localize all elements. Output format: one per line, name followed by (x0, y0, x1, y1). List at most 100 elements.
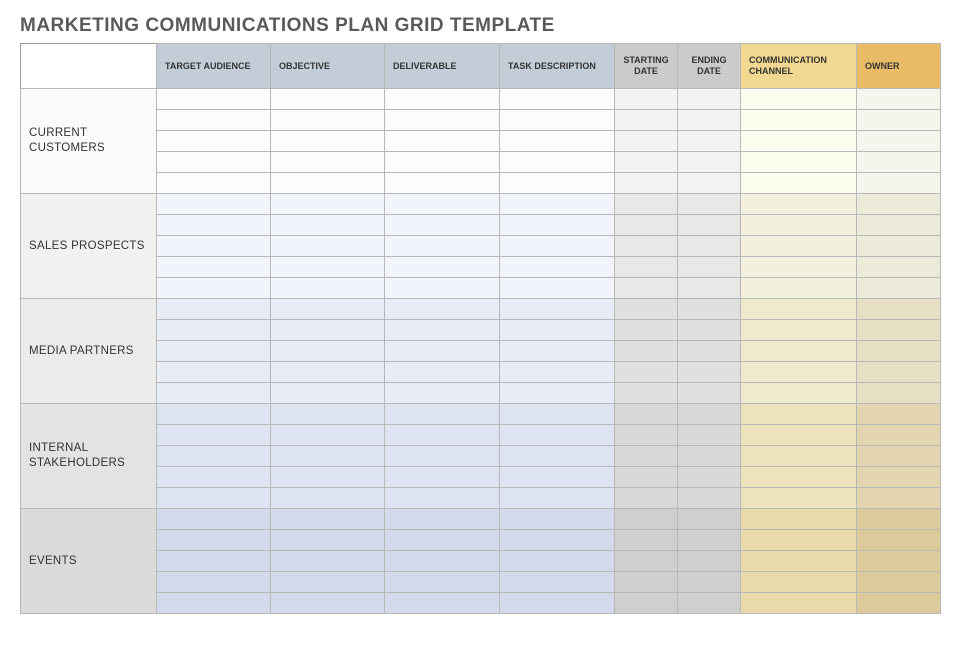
cell-task-description[interactable] (500, 446, 615, 467)
cell-comm-channel[interactable] (741, 215, 857, 236)
cell-comm-channel[interactable] (741, 593, 857, 614)
cell-ending-date[interactable] (678, 404, 741, 425)
cell-ending-date[interactable] (678, 341, 741, 362)
cell-task-description[interactable] (500, 509, 615, 530)
cell-task-description[interactable] (500, 131, 615, 152)
cell-target-audience[interactable] (157, 194, 271, 215)
cell-task-description[interactable] (500, 236, 615, 257)
cell-task-description[interactable] (500, 110, 615, 131)
cell-objective[interactable] (271, 572, 385, 593)
cell-objective[interactable] (271, 551, 385, 572)
cell-owner[interactable] (857, 320, 941, 341)
cell-objective[interactable] (271, 278, 385, 299)
cell-task-description[interactable] (500, 257, 615, 278)
cell-comm-channel[interactable] (741, 320, 857, 341)
cell-target-audience[interactable] (157, 362, 271, 383)
cell-objective[interactable] (271, 299, 385, 320)
cell-target-audience[interactable] (157, 257, 271, 278)
cell-deliverable[interactable] (385, 341, 500, 362)
cell-deliverable[interactable] (385, 152, 500, 173)
cell-comm-channel[interactable] (741, 404, 857, 425)
cell-owner[interactable] (857, 215, 941, 236)
cell-starting-date[interactable] (615, 383, 678, 404)
cell-ending-date[interactable] (678, 425, 741, 446)
cell-target-audience[interactable] (157, 215, 271, 236)
cell-deliverable[interactable] (385, 236, 500, 257)
cell-owner[interactable] (857, 173, 941, 194)
cell-objective[interactable] (271, 593, 385, 614)
cell-starting-date[interactable] (615, 425, 678, 446)
cell-owner[interactable] (857, 362, 941, 383)
cell-task-description[interactable] (500, 194, 615, 215)
cell-owner[interactable] (857, 509, 941, 530)
cell-objective[interactable] (271, 341, 385, 362)
cell-deliverable[interactable] (385, 362, 500, 383)
cell-ending-date[interactable] (678, 299, 741, 320)
cell-objective[interactable] (271, 110, 385, 131)
cell-target-audience[interactable] (157, 530, 271, 551)
cell-starting-date[interactable] (615, 89, 678, 110)
cell-starting-date[interactable] (615, 173, 678, 194)
cell-target-audience[interactable] (157, 341, 271, 362)
cell-comm-channel[interactable] (741, 173, 857, 194)
cell-ending-date[interactable] (678, 551, 741, 572)
cell-task-description[interactable] (500, 404, 615, 425)
cell-starting-date[interactable] (615, 404, 678, 425)
cell-starting-date[interactable] (615, 488, 678, 509)
cell-deliverable[interactable] (385, 110, 500, 131)
cell-objective[interactable] (271, 509, 385, 530)
cell-deliverable[interactable] (385, 446, 500, 467)
cell-objective[interactable] (271, 530, 385, 551)
cell-objective[interactable] (271, 173, 385, 194)
cell-objective[interactable] (271, 320, 385, 341)
cell-owner[interactable] (857, 467, 941, 488)
cell-owner[interactable] (857, 425, 941, 446)
cell-objective[interactable] (271, 425, 385, 446)
cell-deliverable[interactable] (385, 425, 500, 446)
cell-objective[interactable] (271, 383, 385, 404)
cell-owner[interactable] (857, 194, 941, 215)
cell-task-description[interactable] (500, 362, 615, 383)
cell-comm-channel[interactable] (741, 152, 857, 173)
cell-target-audience[interactable] (157, 110, 271, 131)
cell-deliverable[interactable] (385, 509, 500, 530)
cell-comm-channel[interactable] (741, 425, 857, 446)
cell-owner[interactable] (857, 446, 941, 467)
cell-ending-date[interactable] (678, 383, 741, 404)
cell-objective[interactable] (271, 404, 385, 425)
cell-starting-date[interactable] (615, 572, 678, 593)
cell-task-description[interactable] (500, 299, 615, 320)
cell-comm-channel[interactable] (741, 257, 857, 278)
cell-target-audience[interactable] (157, 89, 271, 110)
cell-ending-date[interactable] (678, 278, 741, 299)
cell-comm-channel[interactable] (741, 89, 857, 110)
cell-objective[interactable] (271, 467, 385, 488)
cell-target-audience[interactable] (157, 383, 271, 404)
cell-task-description[interactable] (500, 488, 615, 509)
cell-target-audience[interactable] (157, 593, 271, 614)
cell-owner[interactable] (857, 341, 941, 362)
cell-ending-date[interactable] (678, 236, 741, 257)
cell-comm-channel[interactable] (741, 383, 857, 404)
cell-deliverable[interactable] (385, 257, 500, 278)
cell-starting-date[interactable] (615, 110, 678, 131)
cell-comm-channel[interactable] (741, 467, 857, 488)
cell-owner[interactable] (857, 593, 941, 614)
cell-ending-date[interactable] (678, 488, 741, 509)
cell-ending-date[interactable] (678, 509, 741, 530)
cell-ending-date[interactable] (678, 467, 741, 488)
cell-owner[interactable] (857, 530, 941, 551)
cell-objective[interactable] (271, 194, 385, 215)
cell-starting-date[interactable] (615, 299, 678, 320)
cell-target-audience[interactable] (157, 446, 271, 467)
cell-comm-channel[interactable] (741, 278, 857, 299)
cell-task-description[interactable] (500, 572, 615, 593)
cell-comm-channel[interactable] (741, 236, 857, 257)
cell-comm-channel[interactable] (741, 488, 857, 509)
cell-target-audience[interactable] (157, 278, 271, 299)
cell-comm-channel[interactable] (741, 110, 857, 131)
cell-owner[interactable] (857, 572, 941, 593)
cell-target-audience[interactable] (157, 551, 271, 572)
cell-owner[interactable] (857, 551, 941, 572)
cell-owner[interactable] (857, 110, 941, 131)
